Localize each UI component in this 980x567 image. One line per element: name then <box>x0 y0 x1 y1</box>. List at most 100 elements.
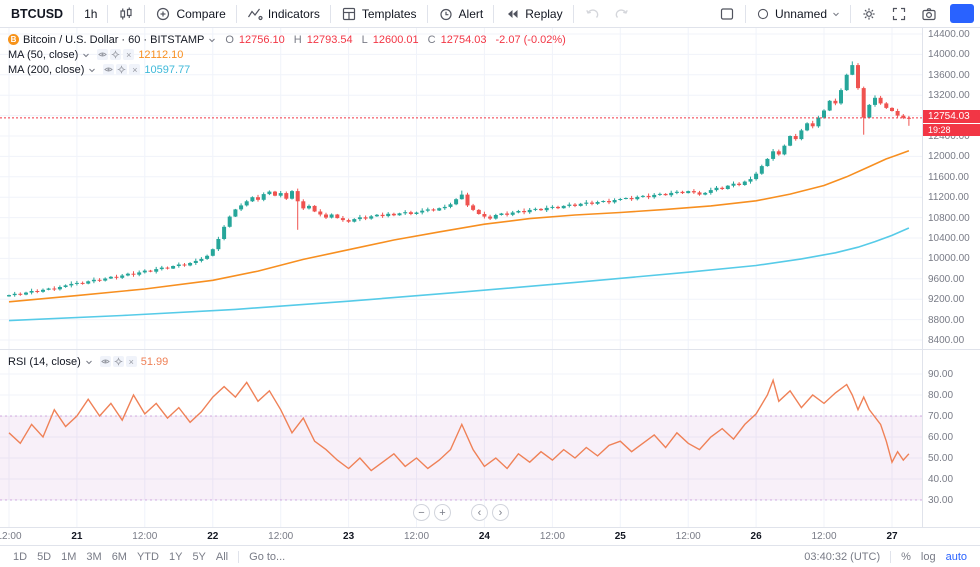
toolbar-separator <box>235 4 237 23</box>
close-icon[interactable]: × <box>129 64 141 75</box>
price-tick-label: 10800.00 <box>928 212 970 224</box>
range-6m-button[interactable]: 6M <box>107 551 132 563</box>
layout-select-button[interactable] <box>712 3 742 25</box>
log-scale-button[interactable]: log <box>916 551 941 563</box>
close-icon[interactable]: × <box>125 356 137 367</box>
gear-icon <box>863 7 875 20</box>
rsi-tick-label: 90.00 <box>928 369 954 380</box>
auto-scale-button[interactable]: auto <box>941 551 972 563</box>
templates-label: Templates <box>361 6 417 21</box>
symbol-button[interactable]: BTCUSD <box>4 3 70 25</box>
rsi-tick-label: 30.00 <box>928 495 954 506</box>
price-tick-label: 8800.00 <box>928 314 965 326</box>
last-price-badge: 12754.03 <box>923 109 980 123</box>
chevron-down-icon <box>89 68 96 72</box>
bottom-separator <box>238 550 240 563</box>
indicator-controls: × <box>99 356 137 367</box>
rsi-grid-layer <box>0 350 922 527</box>
range-ytd-button[interactable]: YTD <box>132 551 164 563</box>
price-tick-label: 9600.00 <box>928 273 965 285</box>
time-tick-label: 12:00 <box>268 531 294 542</box>
layout-name-label: Unnamed <box>774 6 827 21</box>
clock-label[interactable]: 03:40:32 (UTC) <box>799 551 885 563</box>
redo-button[interactable] <box>607 3 637 25</box>
fullscreen-button[interactable] <box>884 3 914 25</box>
visibility-icon[interactable] <box>99 356 111 367</box>
replay-button[interactable]: Replay <box>497 3 569 25</box>
alert-label: Alert <box>458 6 484 21</box>
price-pane[interactable]: B Bitcoin / U.S. Dollar · 60 · BITSTAMP … <box>0 28 922 350</box>
indicators-button[interactable]: Indicators <box>240 3 327 25</box>
toolbar-separator <box>329 4 331 23</box>
alert-button[interactable]: Alert <box>431 3 491 25</box>
visibility-icon[interactable] <box>103 64 115 75</box>
rsi-axis[interactable]: 90.00 80.00 70.00 60.00 50.00 40.00 30.00 <box>923 350 980 527</box>
chart-panes: B Bitcoin / U.S. Dollar · 60 · BITSTAMP … <box>0 28 922 527</box>
time-tick-label: 12:00 <box>811 531 837 542</box>
zoom-out-button[interactable]: − <box>413 504 430 521</box>
rsi-legend: RSI (14, close) × 51.99 <box>8 354 168 369</box>
rsi-legend-row[interactable]: RSI (14, close) × 51.99 <box>8 354 168 369</box>
undo-button[interactable] <box>577 3 607 25</box>
toolbar-separator <box>107 4 109 23</box>
bottom-right-group: 03:40:32 (UTC) % log auto <box>799 550 972 563</box>
chart-type-button[interactable] <box>111 3 141 25</box>
toolbar-right-group: Unnamed <box>712 0 976 27</box>
bottom-separator <box>890 550 892 563</box>
range-1y-button[interactable]: 1Y <box>164 551 187 563</box>
settings-button[interactable] <box>854 3 884 25</box>
price-legend: B Bitcoin / U.S. Dollar · 60 · BITSTAMP … <box>8 32 566 77</box>
price-tick-label: 11600.00 <box>928 171 969 183</box>
price-tick-label: 14000.00 <box>928 49 970 61</box>
time-axis[interactable]: 12:00 21 12:00 22 12:00 23 12:00 24 12:00 25 12:00… <box>0 528 980 546</box>
toolbar-left-group: BTCUSD 1h Compare <box>4 0 637 27</box>
compare-button[interactable]: Compare <box>148 3 232 25</box>
close-icon[interactable]: × <box>123 49 135 60</box>
settings-icon[interactable] <box>116 64 128 75</box>
open-value: 12756.10 <box>238 33 285 46</box>
range-1d-button[interactable]: 1D <box>8 551 32 563</box>
range-5y-button[interactable]: 5Y <box>187 551 210 563</box>
settings-icon[interactable] <box>110 49 122 60</box>
time-tick-label: 21 <box>71 531 83 542</box>
scroll-right-button[interactable]: › <box>492 504 509 521</box>
zoom-in-button[interactable]: + <box>434 504 451 521</box>
rsi-band <box>0 416 922 500</box>
rsi-pane[interactable]: RSI (14, close) × 51.99 <box>0 350 922 527</box>
publish-button[interactable] <box>950 4 974 23</box>
replay-icon <box>508 9 518 18</box>
visibility-icon[interactable] <box>97 49 109 60</box>
symbol-legend-row[interactable]: B Bitcoin / U.S. Dollar · 60 · BITSTAMP … <box>8 32 566 47</box>
high-label: H <box>293 33 302 46</box>
ma200-value: 10597.77 <box>144 63 191 76</box>
chevron-down-icon <box>209 38 216 42</box>
settings-icon[interactable] <box>112 356 124 367</box>
time-tick-label: 12:00 <box>675 531 701 542</box>
ma200-legend-row[interactable]: MA (200, close) × 10597.77 <box>8 62 566 77</box>
screenshot-button[interactable] <box>914 3 944 25</box>
layout-name-button[interactable]: Unnamed <box>749 3 847 25</box>
range-all-button[interactable]: All <box>211 551 233 563</box>
high-value: 12793.54 <box>306 33 353 46</box>
templates-button[interactable]: Templates <box>334 3 424 25</box>
price-tick-label: 10000.00 <box>928 253 970 265</box>
goto-button[interactable]: Go to... <box>244 551 290 563</box>
candlestick-icon <box>120 7 133 19</box>
interval-button[interactable]: 1h <box>77 3 104 25</box>
price-tick-label: 10400.00 <box>928 233 970 244</box>
range-1m-button[interactable]: 1M <box>56 551 81 563</box>
ma50-legend-row[interactable]: MA (50, close) × 12112.10 <box>8 47 566 62</box>
scroll-left-button[interactable]: ‹ <box>471 504 488 521</box>
ma200-name: MA (200, close) <box>8 63 85 76</box>
open-label: O <box>225 33 234 46</box>
low-value: 12600.01 <box>372 33 419 46</box>
range-5d-button[interactable]: 5D <box>32 551 56 563</box>
price-chart-canvas <box>0 28 922 349</box>
compare-plus-icon <box>157 7 170 20</box>
range-3m-button[interactable]: 3M <box>81 551 106 563</box>
percent-scale-button[interactable]: % <box>896 551 916 563</box>
price-axis[interactable]: 12754.03 19:28 14400.00 14000.00 13600.00 1… <box>923 28 980 350</box>
toolbar-separator <box>493 4 495 23</box>
indicator-controls: × <box>103 64 141 75</box>
